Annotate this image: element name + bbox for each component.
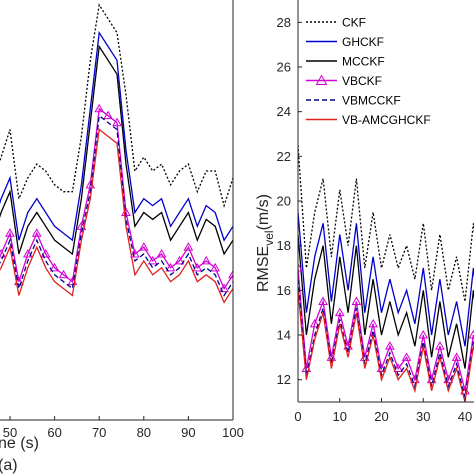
panel-b-x-tick-label: 20 (374, 409, 388, 424)
panel-b-marker (435, 341, 445, 350)
panel-a-x-tick-label: 50 (3, 425, 17, 440)
panel-a-x-tick-label: 60 (47, 425, 61, 440)
panel-a-marker (192, 262, 203, 272)
panel-b-marker (351, 296, 362, 305)
panel-b-x-tick-label: 30 (416, 409, 430, 424)
panel-a-marker (210, 262, 221, 272)
panel-b-marker (309, 318, 320, 328)
panel-a-marker (58, 269, 69, 279)
panel-a-marker (219, 283, 229, 293)
panel-a-marker (0, 248, 6, 258)
panel-a-marker (138, 242, 149, 251)
panel-a-x-tick-label: 90 (181, 425, 195, 440)
panel-b-marker (384, 341, 395, 350)
panel-a-marker (147, 255, 158, 265)
panel-a-series-mcckf (0, 44, 233, 256)
panel-b-marker (401, 352, 412, 361)
panel-b-series-ckf (298, 145, 474, 302)
panel-b-x-tick-label: 40 (458, 409, 472, 424)
panel-a-marker (94, 103, 105, 113)
y-label-unit: (m/s) (255, 194, 272, 230)
legend-entry: VBCKF (342, 74, 382, 88)
panel-b-y-tick-label: 14 (277, 328, 291, 343)
panel-b-y-tick-label: 24 (277, 104, 291, 119)
legend-entry: MCCKF (342, 55, 385, 69)
panel-b-y-tick-label: 26 (277, 60, 291, 75)
panel-a-marker (22, 248, 33, 258)
panel-b-marker (318, 296, 328, 305)
panel-b-series-ghckf (298, 212, 474, 347)
panel-b: 12 14 16 18 20 22 24 26 28 0 10 20 30 40 RMSEvel(m/s) (255, 0, 474, 424)
panel-a-series-ckf (0, 3, 233, 208)
panel-a-x-tick-label: 70 (92, 425, 106, 440)
panel-a-marker (31, 228, 42, 237)
panel-b-y-tick-label: 20 (277, 194, 291, 209)
legend-entry: VB-AMCGHCKF (342, 113, 431, 127)
panel-b-marker (418, 329, 429, 339)
panel-a-x-tick-label: 80 (137, 425, 151, 440)
panel-a-series-ghckf (0, 30, 233, 242)
panel-b-series-vbmcckf (298, 279, 474, 398)
panel-b-series-vbckf (298, 267, 474, 391)
legend-entry: GHCKF (342, 35, 384, 49)
panel-b-marker (468, 329, 474, 339)
panel-b-x-tick-label: 10 (333, 409, 347, 424)
panel-b-y-tick-label: 22 (277, 149, 291, 164)
legend-entry: CKF (342, 16, 366, 30)
panel-a-marker (103, 110, 113, 120)
panel-a-marker (165, 262, 176, 272)
panel-a-marker (49, 262, 60, 272)
panel-a-series-vbmcckf (0, 114, 233, 297)
panel-a-label: (a) (0, 457, 18, 474)
legend-marker (315, 74, 328, 85)
panel-b-y-tick-label: 28 (277, 15, 291, 30)
y-label-sub: vel (262, 230, 276, 245)
panel-b-series-vb-amcghckf (298, 290, 474, 402)
panel-b-y-axis-label: RMSEvel(m/s) (255, 194, 276, 292)
panel-a-marker (156, 248, 167, 258)
panel-b-series-mcckf (298, 234, 474, 369)
panel-b-marker (298, 262, 303, 272)
panel-b-marker (334, 307, 345, 317)
panel-a-x-axis-label: ne (s) (0, 435, 39, 452)
panel-b-x-tick-label: 0 (294, 409, 301, 424)
panel-a-marker (76, 221, 87, 230)
panel-a-marker (201, 255, 212, 265)
panel-a: 50 60 70 80 90 100 ne (s) (a) (0, 0, 244, 474)
legend-entry: VBMCCKF (342, 94, 401, 108)
panel-a-marker (112, 117, 122, 127)
panel-b-y-tick-label: 18 (277, 238, 291, 253)
panel-b-y-tick-label: 12 (277, 372, 291, 387)
panel-b-marker (451, 352, 462, 361)
panel-a-marker (228, 269, 233, 279)
panel-a-series-vb-amcghckf (0, 128, 233, 304)
panel-a-marker (40, 248, 51, 258)
panel-a-marker (5, 228, 15, 237)
panel-a-series-vbckf (0, 107, 233, 290)
panel-a-marker (174, 255, 185, 265)
panel-a-marker (183, 242, 194, 251)
legend: CKF GHCKF MCCKF VBCKF VBMCCKF VB-AMCGHCKF (306, 16, 431, 127)
panel-b-marker (368, 318, 379, 328)
y-label-main: RMSE (255, 246, 272, 292)
panel-a-x-tick-label: 100 (222, 425, 244, 440)
panel-b-y-tick-label: 16 (277, 283, 291, 298)
